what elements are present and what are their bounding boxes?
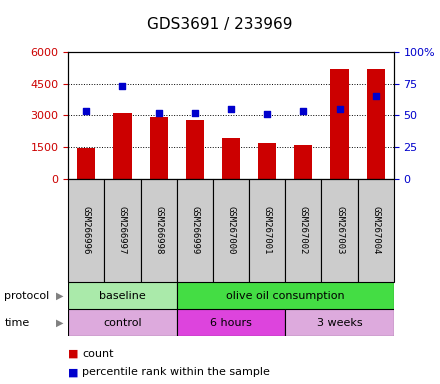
Point	[191, 109, 198, 116]
Text: ■: ■	[68, 367, 79, 377]
Bar	[150, 118, 168, 179]
Bar	[285, 179, 322, 282]
Bar	[322, 179, 358, 282]
Text: 3 weeks: 3 weeks	[317, 318, 363, 328]
Point	[336, 106, 343, 112]
Text: olive oil consumption: olive oil consumption	[226, 291, 345, 301]
Text: GSM266997: GSM266997	[118, 206, 127, 255]
Text: count: count	[82, 349, 114, 359]
Text: GSM266998: GSM266998	[154, 206, 163, 255]
Bar	[358, 179, 394, 282]
Bar	[114, 113, 132, 179]
Text: GSM267002: GSM267002	[299, 206, 308, 255]
Point	[227, 106, 235, 112]
Text: GSM267004: GSM267004	[371, 206, 380, 255]
Bar	[249, 179, 285, 282]
Bar	[104, 179, 140, 282]
Point	[372, 93, 379, 99]
Bar	[68, 309, 177, 336]
Point	[264, 111, 271, 117]
Point	[155, 109, 162, 116]
Bar	[177, 282, 394, 309]
Bar	[213, 179, 249, 282]
Text: ■: ■	[68, 349, 79, 359]
Bar	[222, 139, 240, 179]
Text: protocol: protocol	[4, 291, 50, 301]
Text: control: control	[103, 318, 142, 328]
Point	[83, 108, 90, 114]
Bar	[330, 69, 348, 179]
Bar	[258, 143, 276, 179]
Text: time: time	[4, 318, 29, 328]
Bar	[68, 179, 104, 282]
Text: ▶: ▶	[56, 291, 63, 301]
Point	[119, 83, 126, 89]
Text: 6 hours: 6 hours	[210, 318, 252, 328]
Bar	[77, 148, 95, 179]
Text: GSM267001: GSM267001	[263, 206, 271, 255]
Text: GSM267000: GSM267000	[227, 206, 235, 255]
Bar	[177, 179, 213, 282]
Text: GSM266999: GSM266999	[191, 206, 199, 255]
Bar	[294, 145, 312, 179]
Text: GSM267003: GSM267003	[335, 206, 344, 255]
Bar	[186, 121, 204, 179]
Bar	[68, 282, 177, 309]
Bar	[285, 309, 394, 336]
Text: GSM266996: GSM266996	[82, 206, 91, 255]
Text: percentile rank within the sample: percentile rank within the sample	[82, 367, 270, 377]
Text: GDS3691 / 233969: GDS3691 / 233969	[147, 17, 293, 33]
Text: baseline: baseline	[99, 291, 146, 301]
Text: ▶: ▶	[56, 318, 63, 328]
Bar	[177, 309, 285, 336]
Bar	[367, 69, 385, 179]
Bar	[140, 179, 177, 282]
Point	[300, 108, 307, 114]
